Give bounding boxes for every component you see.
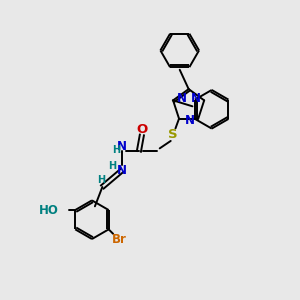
Text: O: O	[136, 123, 148, 136]
Text: Br: Br	[112, 233, 127, 246]
Text: N: N	[177, 92, 187, 105]
Text: H: H	[112, 145, 120, 155]
Text: S: S	[168, 128, 178, 142]
Text: N: N	[117, 140, 127, 153]
Text: H: H	[97, 176, 105, 185]
Text: HO: HO	[39, 203, 59, 217]
Text: N: N	[185, 114, 195, 127]
Text: H: H	[108, 161, 116, 171]
Text: N: N	[117, 164, 127, 177]
Text: N: N	[190, 92, 201, 105]
